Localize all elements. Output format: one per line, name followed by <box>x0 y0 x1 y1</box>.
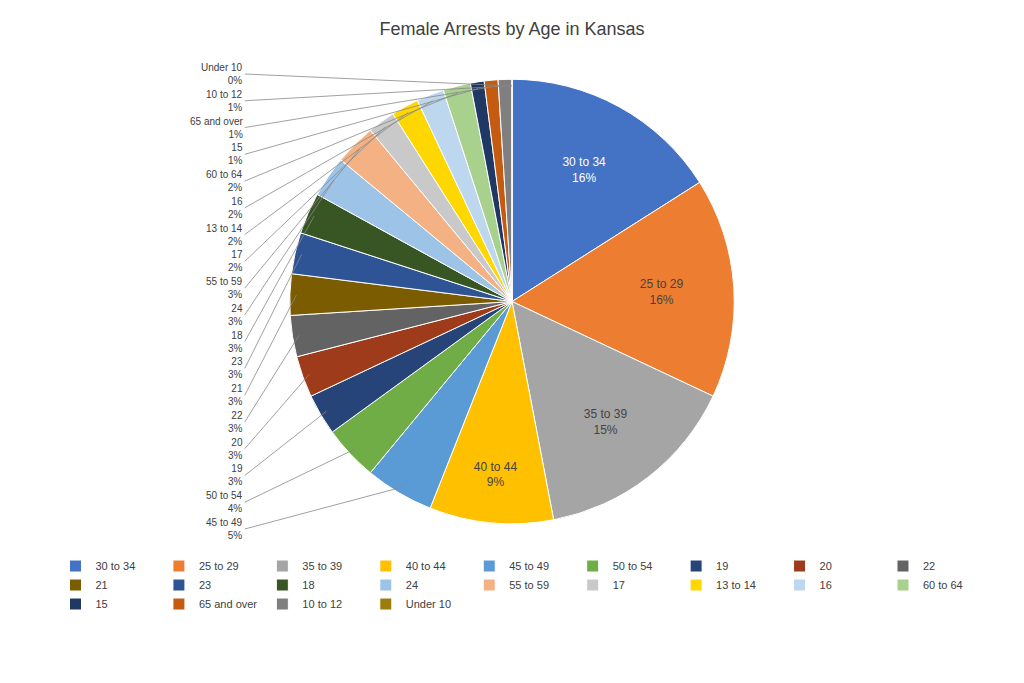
svg-text:60 to 64: 60 to 64 <box>923 579 963 591</box>
svg-text:13 to 142%: 13 to 142% <box>206 223 243 247</box>
svg-text:20: 20 <box>820 560 832 572</box>
svg-text:40 to 449%: 40 to 449% <box>474 460 518 490</box>
svg-text:Female Arrests by Age in Kansa: Female Arrests by Age in Kansas <box>379 19 644 39</box>
svg-text:18: 18 <box>302 579 314 591</box>
svg-text:10 to 12: 10 to 12 <box>302 598 342 610</box>
svg-text:50 to 544%: 50 to 544% <box>206 490 243 514</box>
svg-text:13 to 14: 13 to 14 <box>716 579 756 591</box>
svg-text:233%: 233% <box>228 356 243 380</box>
svg-text:21: 21 <box>96 579 108 591</box>
svg-text:16: 16 <box>820 579 832 591</box>
svg-text:19: 19 <box>716 560 728 572</box>
svg-text:15: 15 <box>96 598 108 610</box>
svg-text:55 to 59: 55 to 59 <box>509 579 549 591</box>
svg-text:162%: 162% <box>228 196 243 220</box>
svg-text:172%: 172% <box>228 249 243 273</box>
svg-text:65 and over: 65 and over <box>199 598 257 610</box>
svg-text:243%: 243% <box>228 303 243 327</box>
svg-text:65 and over1%: 65 and over1% <box>190 116 243 140</box>
svg-text:30 to 3416%: 30 to 3416% <box>562 155 606 185</box>
svg-text:223%: 223% <box>228 410 243 434</box>
svg-text:55 to 593%: 55 to 593% <box>206 276 243 300</box>
svg-text:Under 100%: Under 100% <box>201 62 243 86</box>
svg-text:35 to 3915%: 35 to 3915% <box>584 407 628 437</box>
svg-text:203%: 203% <box>228 437 243 461</box>
svg-text:213%: 213% <box>228 383 243 407</box>
svg-text:50 to 54: 50 to 54 <box>613 560 653 572</box>
svg-text:Under 10: Under 10 <box>406 598 451 610</box>
svg-text:30 to 34: 30 to 34 <box>96 560 136 572</box>
svg-text:45 to 495%: 45 to 495% <box>206 517 243 541</box>
svg-text:60 to 642%: 60 to 642% <box>206 169 243 193</box>
svg-text:10 to 121%: 10 to 121% <box>206 89 243 113</box>
svg-text:193%: 193% <box>228 463 243 487</box>
svg-text:25 to 29: 25 to 29 <box>199 560 239 572</box>
svg-text:183%: 183% <box>228 330 243 354</box>
svg-text:35 to 39: 35 to 39 <box>302 560 342 572</box>
svg-text:23: 23 <box>199 579 211 591</box>
svg-text:24: 24 <box>406 579 418 591</box>
svg-text:45 to 49: 45 to 49 <box>509 560 549 572</box>
svg-text:17: 17 <box>613 579 625 591</box>
svg-text:40 to 44: 40 to 44 <box>406 560 446 572</box>
svg-text:151%: 151% <box>228 142 243 166</box>
svg-text:25 to 2916%: 25 to 2916% <box>640 277 684 307</box>
svg-text:22: 22 <box>923 560 935 572</box>
